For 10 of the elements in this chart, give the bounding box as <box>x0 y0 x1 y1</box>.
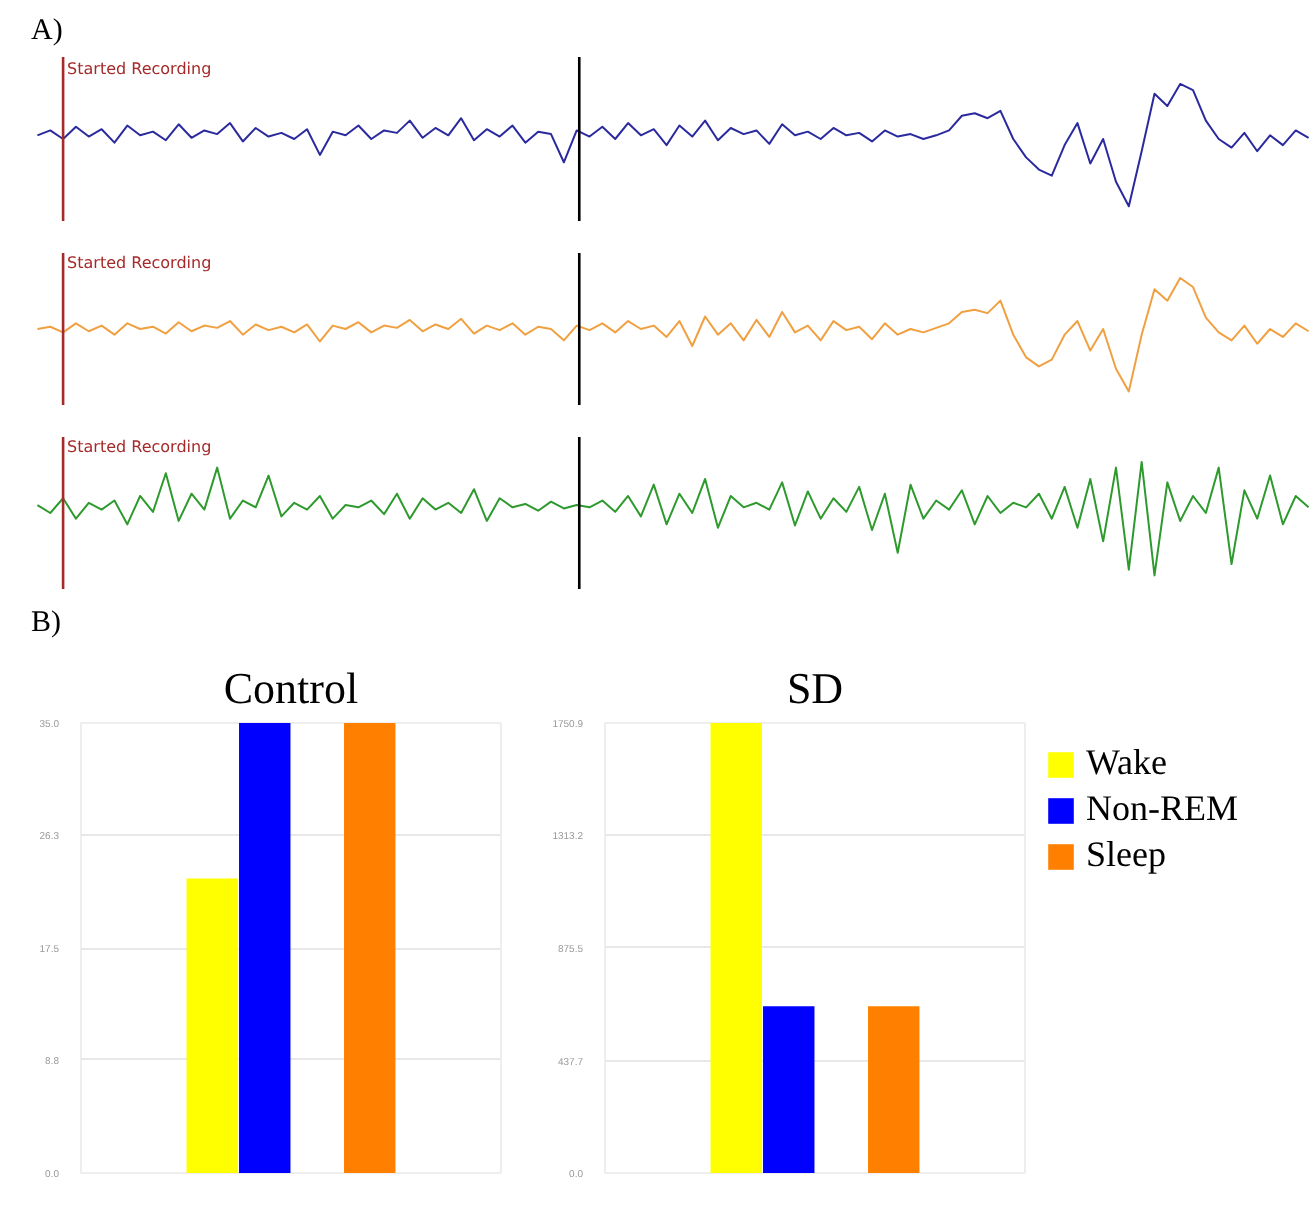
chart-title: Control <box>223 663 359 713</box>
chart-title: A) <box>31 15 63 47</box>
chart-title: SD <box>786 663 844 713</box>
legend-label: Non-REM <box>1086 788 1238 830</box>
text: Started Recording <box>67 254 212 273</box>
text: B) <box>31 607 62 639</box>
legend-label: Sleep <box>1086 834 1166 876</box>
text: Started Recording <box>67 59 212 78</box>
text: Started Recording <box>67 438 212 457</box>
legend-label: Wake <box>1086 742 1168 784</box>
